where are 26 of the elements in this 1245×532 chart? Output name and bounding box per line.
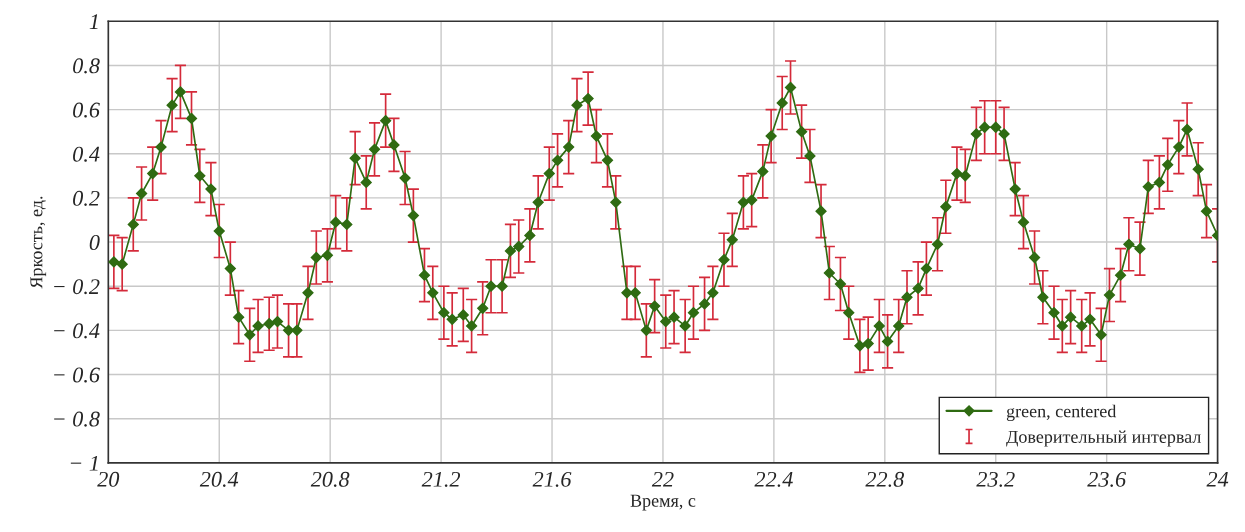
y-tick-label: 0.8 — [73, 58, 100, 74]
x-tick-label: 21.6 — [532, 471, 572, 487]
x-tick-label: 20.8 — [310, 471, 350, 487]
y-tick-label: − 0.8 — [54, 411, 100, 427]
x-tick-label: 22.4 — [754, 471, 793, 487]
y-tick-label: 0.6 — [73, 102, 100, 118]
x-tick-label: 23.2 — [976, 471, 1015, 487]
y-tick-label: 0 — [89, 234, 100, 250]
y-axis-title: Яркость, ед. — [30, 196, 47, 289]
x-tick-label: 22 — [651, 471, 674, 487]
x-tick-label: 23.6 — [1087, 471, 1127, 487]
y-tick-label: 1 — [89, 14, 98, 29]
y-tick-label: 0.4 — [73, 146, 100, 162]
annotation: Доверительный интервал — [1006, 430, 1201, 447]
x-tick-label: 22.8 — [865, 471, 905, 487]
x-axis-title: Время, с — [630, 494, 696, 511]
x-tick-label: 24 — [1206, 471, 1229, 487]
x-tick-label: 20.4 — [199, 471, 239, 487]
x-tick-label: 20 — [97, 471, 120, 487]
y-tick-label: 0.2 — [73, 190, 100, 206]
y-tick-label: − 0.6 — [54, 367, 100, 383]
y-tick-label: − 0.2 — [54, 279, 100, 295]
legend-label: green, centered — [1006, 404, 1117, 422]
y-tick-label: − 1 — [70, 455, 98, 471]
y-tick-label: − 0.4 — [54, 323, 100, 339]
x-tick-label: 21.2 — [421, 471, 461, 487]
